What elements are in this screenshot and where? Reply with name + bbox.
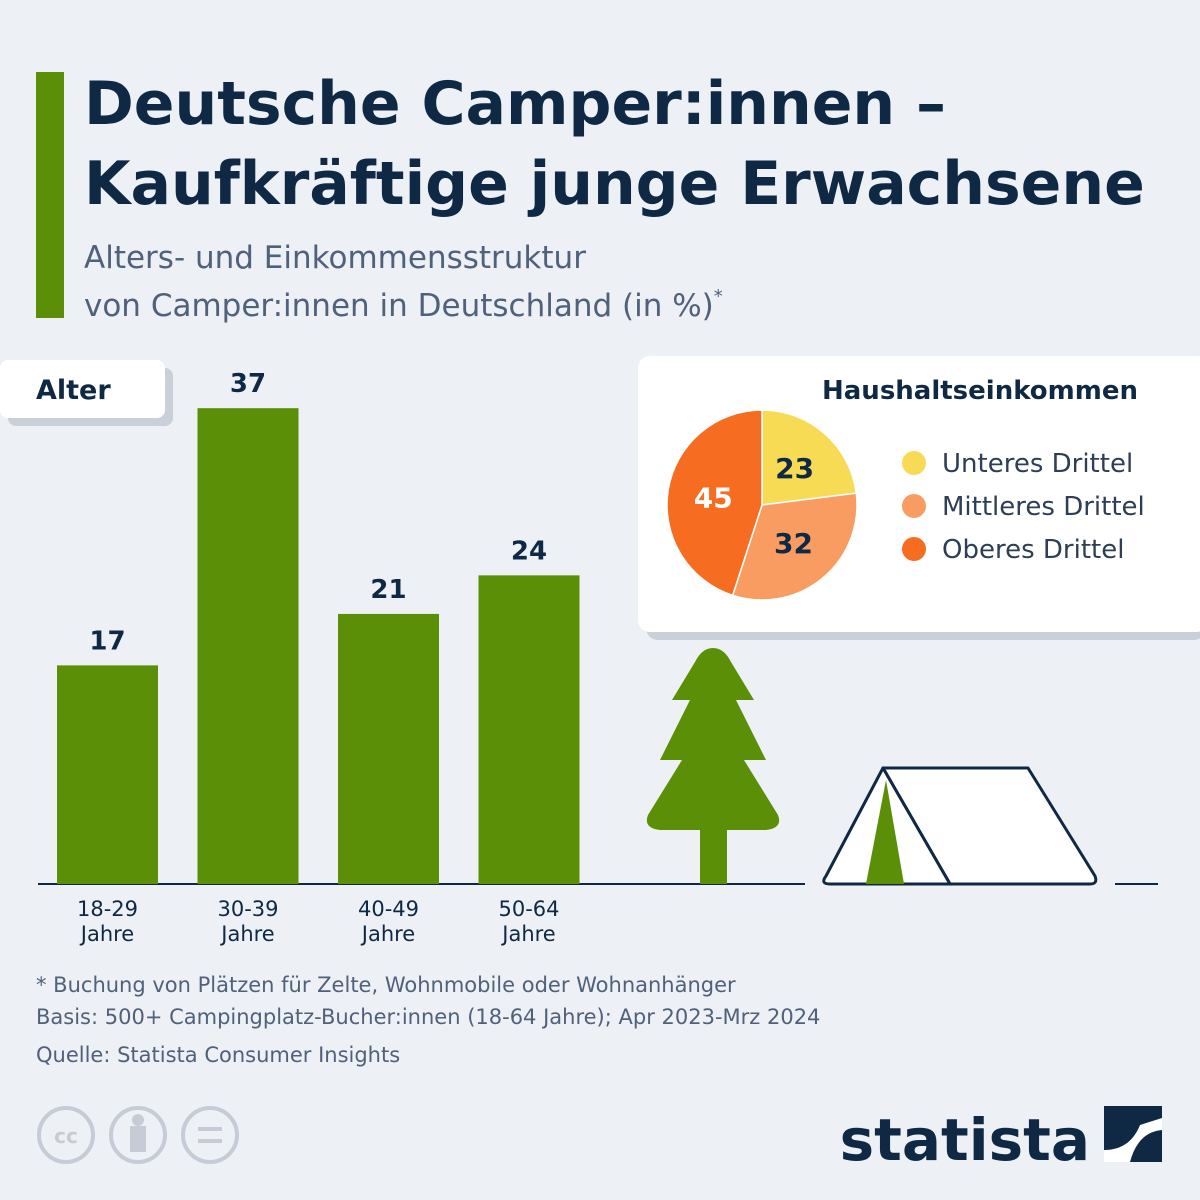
tent: [822, 766, 1098, 886]
pie-slice: [731, 492, 858, 601]
x-tick-label: 50-64 Jahre: [498, 897, 559, 946]
legend-label: Oberes Drittel: [942, 535, 1124, 565]
accent-bar: [36, 72, 64, 318]
legend-swatch: [902, 494, 926, 518]
legend-label: Unteres Drittel: [942, 449, 1133, 479]
data-label: 37: [230, 369, 266, 399]
footnote-mark: *: [714, 286, 723, 307]
title: Deutsche Camper:innen –: [84, 69, 946, 139]
source: Quelle: Statista Consumer Insights: [36, 1043, 400, 1067]
bar: [338, 613, 439, 884]
subtitle: von Camper:innen in Deutschland (in %): [84, 288, 714, 324]
bar: [57, 665, 158, 884]
x-tick-label: 30-39 Jahre: [217, 897, 278, 946]
tree: [646, 648, 780, 884]
legend-swatch: [902, 451, 926, 475]
title: Kaufkräftige junge Erwachsene: [84, 149, 1145, 219]
data-label: 32: [774, 527, 813, 560]
data-label: 23: [775, 452, 814, 485]
legend-swatch: [902, 537, 926, 561]
data-label: 17: [89, 626, 125, 656]
legend-label: Mittleres Drittel: [942, 492, 1145, 522]
pie-title: Haushaltseinkommen: [822, 376, 1138, 406]
bar: [478, 575, 580, 884]
x-tick-label: 18-29 Jahre: [77, 897, 138, 946]
data-label: 21: [370, 575, 406, 605]
pie-slice: [666, 409, 763, 597]
x-tick-label: 40-49 Jahre: [358, 897, 419, 946]
footnote: * Buchung von Plätzen für Zelte, Wohnmob…: [36, 973, 736, 997]
license-icons: cc: [37, 1106, 239, 1164]
tab: [0, 360, 165, 418]
data-label: 24: [511, 536, 547, 566]
subtitle: von Camper:innen in Deutschland (in %)*: [84, 286, 723, 324]
subtitle: Alters- und Einkommensstruktur: [84, 240, 586, 276]
logo: statista: [840, 1106, 1090, 1174]
footnote: Basis: 500+ Campingplatz-Bucher:innen (1…: [36, 1005, 820, 1029]
svg-text:cc: cc: [54, 1124, 78, 1148]
data-label: 45: [694, 481, 733, 514]
bar: [197, 408, 299, 884]
pie-slice: [761, 409, 858, 506]
logo-mark: [1104, 1106, 1162, 1162]
bar-label: Alter: [36, 375, 111, 406]
